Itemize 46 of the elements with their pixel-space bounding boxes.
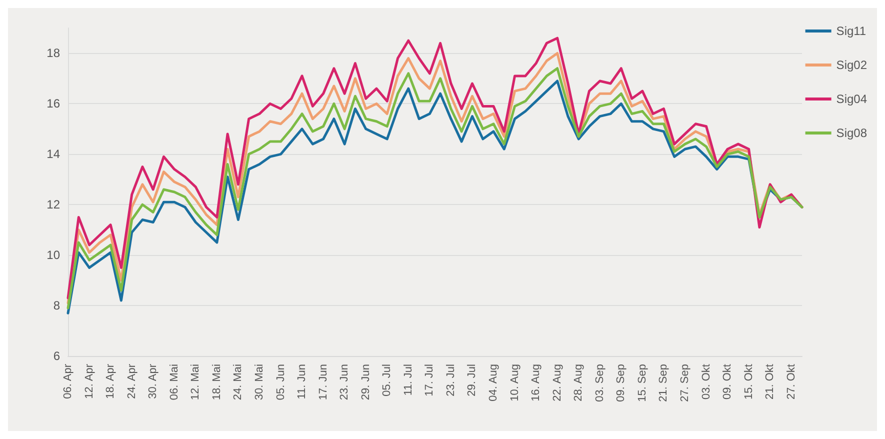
x-tick-label: 27. Sep	[678, 364, 691, 402]
y-tick-label: 14	[46, 147, 60, 162]
y-tick-label: 18	[46, 46, 60, 60]
y-tick-label: 16	[46, 96, 60, 111]
x-tick-label: 23. Jul	[444, 364, 457, 396]
x-tick-label: 04. Aug	[488, 364, 500, 402]
x-tick-label: 05. Jul	[381, 364, 394, 396]
x-tick-label: 11. Jun	[296, 364, 308, 400]
legend-label: Sig04	[836, 92, 868, 106]
x-tick-label: 18. Mai	[210, 364, 223, 400]
x-tick-label: 27. Okt	[785, 364, 798, 400]
x-tick-label: 09. Sep	[615, 364, 628, 402]
x-tick-label: 17. Jul	[424, 364, 436, 396]
x-tick-label: 06. Mai	[168, 364, 180, 400]
x-tick-label: 15. Okt	[742, 364, 755, 400]
x-tick-label: 10. Aug	[508, 364, 521, 402]
x-tick-label: 18. Apr	[104, 364, 117, 399]
y-tick-label: 12	[46, 198, 60, 212]
x-tick-label: 21. Sep	[658, 364, 670, 402]
x-tick-label: 16. Aug	[530, 364, 542, 402]
x-tick-label: 06. Apr	[62, 364, 74, 399]
x-tick-label: 28. Aug	[572, 364, 585, 402]
x-tick-label: 24. Apr	[126, 364, 138, 399]
x-tick-label: 24. Mai	[232, 364, 244, 400]
x-tick-label: 23. Jun	[338, 364, 351, 400]
x-tick-label: 15. Sep	[636, 364, 648, 402]
x-tick-label: 17. Jun	[317, 364, 330, 400]
x-tick-label: 29. Jun	[360, 364, 372, 400]
x-tick-label: 22. Aug	[551, 364, 564, 402]
legend-label: Sig08	[836, 126, 868, 140]
x-tick-label: 30. Apr	[147, 364, 160, 399]
y-tick-label: 6	[53, 349, 60, 363]
x-tick-label: 29. Jul	[466, 364, 478, 396]
y-tick-label: 10	[46, 248, 60, 262]
y-tick-label: 8	[53, 298, 60, 313]
x-tick-label: 05. Jun	[274, 364, 287, 400]
x-tick-label: 03. Sep	[594, 364, 606, 402]
legend-label: Sig11	[836, 24, 866, 38]
x-tick-label: 12. Mai	[190, 364, 202, 400]
legend-label: Sig02	[836, 58, 868, 72]
x-tick-label: 12. Apr	[83, 364, 96, 399]
x-tick-label: 30. Mai	[253, 364, 266, 400]
x-tick-label: 11. Jul	[402, 364, 414, 396]
x-tick-label: 09. Okt	[722, 364, 734, 400]
x-tick-label: 03. Okt	[700, 364, 712, 400]
x-tick-label: 21. Okt	[764, 364, 776, 400]
